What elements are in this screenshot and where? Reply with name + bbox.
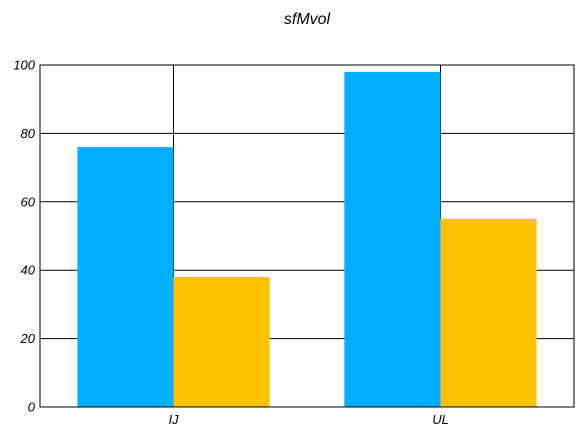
- y-tick-label-2: 40: [21, 263, 36, 278]
- y-tick-label-0: 0: [28, 400, 36, 415]
- chart-title: sfMvol: [284, 11, 331, 28]
- y-tick-label-5: 100: [13, 58, 35, 73]
- x-tick-label-ij: IJ: [168, 412, 179, 427]
- bar-series-1-ij: [77, 147, 174, 407]
- y-tick-label-4: 80: [21, 126, 36, 141]
- plot-area-frame: [39, 64, 575, 408]
- y-axis-ticks: 0 20 40 60 80 100: [13, 58, 35, 415]
- bar-series-1-ul: [344, 71, 441, 407]
- bar-series-2-ul: [440, 218, 537, 407]
- x-tick-label-ul: UL: [432, 412, 449, 427]
- y-tick-label-3: 60: [21, 194, 36, 209]
- x-axis-ticks: IJ UL: [168, 412, 448, 427]
- bar-series-2-ij: [173, 277, 270, 407]
- bars: [77, 71, 537, 407]
- y-tick-label-1: 20: [20, 331, 36, 346]
